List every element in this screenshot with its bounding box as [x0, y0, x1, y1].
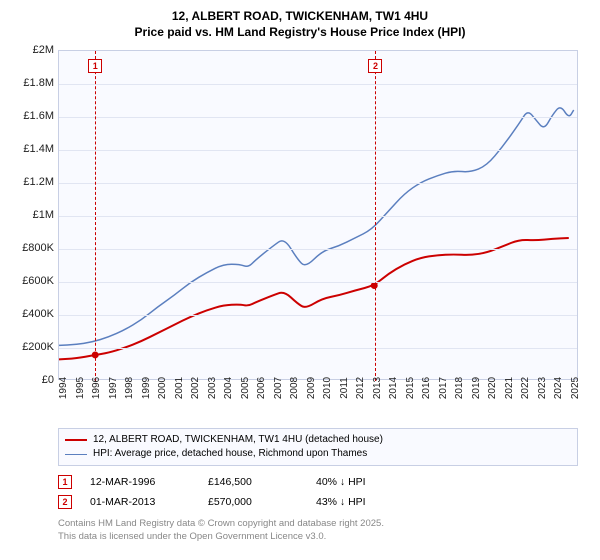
transactions-table: 1 12-MAR-1996 £146,500 40% ↓ HPI 2 01-MAR-201…	[58, 472, 588, 512]
gridline	[59, 282, 577, 283]
x-tick-label: 2013	[372, 377, 383, 399]
transaction-price: £146,500	[208, 476, 298, 488]
chart-area: £0£200K£400K£600K£800K£1M£1.2M£1.4M£1.6M…	[12, 46, 588, 426]
x-tick-label: 2020	[487, 377, 498, 399]
x-tick-label: 2010	[322, 377, 333, 399]
y-tick-label: £1M	[33, 209, 54, 221]
x-tick-label: 2000	[157, 377, 168, 399]
y-tick-label: £800K	[22, 242, 54, 254]
gridline	[59, 249, 577, 250]
title-line1: 12, ALBERT ROAD, TWICKENHAM, TW1 4HU	[12, 8, 588, 24]
x-tick-label: 2009	[306, 377, 317, 399]
plot-region: 12	[58, 50, 578, 380]
x-tick-label: 2017	[438, 377, 449, 399]
marker-line	[95, 51, 96, 381]
x-tick-label: 2018	[454, 377, 465, 399]
marker-box: 1	[88, 59, 102, 73]
legend-row: HPI: Average price, detached house, Rich…	[65, 447, 571, 461]
credit-text: Contains HM Land Registry data © Crown c…	[58, 518, 588, 543]
y-tick-label: £1.4M	[23, 143, 54, 155]
x-tick-label: 2019	[471, 377, 482, 399]
credit-line1: Contains HM Land Registry data © Crown c…	[58, 518, 588, 530]
marker-box: 2	[368, 59, 382, 73]
y-tick-label: £1.6M	[23, 110, 54, 122]
x-tick-label: 1994	[58, 377, 69, 399]
transaction-price: £570,000	[208, 496, 298, 508]
x-tick-label: 2006	[256, 377, 267, 399]
x-tick-label: 2024	[553, 377, 564, 399]
y-tick-label: £200K	[22, 341, 54, 353]
x-tick-label: 2002	[190, 377, 201, 399]
gridline	[59, 150, 577, 151]
x-tick-label: 2005	[240, 377, 251, 399]
legend-label: 12, ALBERT ROAD, TWICKENHAM, TW1 4HU (de…	[93, 433, 383, 447]
x-tick-label: 1999	[141, 377, 152, 399]
x-tick-label: 2008	[289, 377, 300, 399]
gridline	[59, 84, 577, 85]
gridline	[59, 183, 577, 184]
x-tick-label: 2003	[207, 377, 218, 399]
transaction-delta: 43% ↓ HPI	[316, 496, 366, 508]
transaction-row: 2 01-MAR-2013 £570,000 43% ↓ HPI	[58, 492, 588, 512]
credit-line2: This data is licensed under the Open Gov…	[58, 531, 588, 543]
x-tick-label: 2015	[405, 377, 416, 399]
series-price_paid	[59, 238, 569, 359]
x-tick-label: 1995	[75, 377, 86, 399]
x-tick-label: 2025	[570, 377, 581, 399]
y-tick-label: £1.2M	[23, 176, 54, 188]
transaction-row: 1 12-MAR-1996 £146,500 40% ↓ HPI	[58, 472, 588, 492]
transaction-date: 12-MAR-1996	[90, 476, 190, 488]
gridline	[59, 348, 577, 349]
x-tick-label: 2012	[355, 377, 366, 399]
legend-swatch	[65, 454, 87, 455]
legend: 12, ALBERT ROAD, TWICKENHAM, TW1 4HU (de…	[58, 428, 578, 466]
marker-line	[375, 51, 376, 381]
x-tick-label: 2001	[174, 377, 185, 399]
marker-dot	[371, 282, 378, 289]
x-tick-label: 2007	[273, 377, 284, 399]
x-axis: 1994199519961997199819992000200120022003…	[12, 382, 588, 422]
x-tick-label: 1997	[108, 377, 119, 399]
chart-lines	[59, 51, 577, 379]
x-tick-label: 2021	[504, 377, 515, 399]
y-tick-label: £2M	[33, 44, 54, 56]
series-hpi	[59, 108, 574, 345]
legend-label: HPI: Average price, detached house, Rich…	[93, 447, 367, 461]
x-tick-label: 1998	[124, 377, 135, 399]
y-tick-label: £600K	[22, 275, 54, 287]
x-tick-label: 1996	[91, 377, 102, 399]
legend-row: 12, ALBERT ROAD, TWICKENHAM, TW1 4HU (de…	[65, 433, 571, 447]
gridline	[59, 315, 577, 316]
x-tick-label: 2023	[537, 377, 548, 399]
gridline	[59, 117, 577, 118]
legend-swatch	[65, 439, 87, 441]
x-tick-label: 2022	[520, 377, 531, 399]
x-tick-label: 2014	[388, 377, 399, 399]
x-tick-label: 2011	[339, 378, 350, 400]
transaction-marker: 1	[58, 475, 72, 489]
gridline	[59, 216, 577, 217]
chart-title: 12, ALBERT ROAD, TWICKENHAM, TW1 4HU Pri…	[12, 8, 588, 40]
transaction-delta: 40% ↓ HPI	[316, 476, 366, 488]
x-tick-label: 2016	[421, 377, 432, 399]
transaction-marker: 2	[58, 495, 72, 509]
y-tick-label: £400K	[22, 308, 54, 320]
transaction-date: 01-MAR-2013	[90, 496, 190, 508]
y-tick-label: £1.8M	[23, 77, 54, 89]
title-line2: Price paid vs. HM Land Registry's House …	[12, 24, 588, 40]
x-tick-label: 2004	[223, 377, 234, 399]
